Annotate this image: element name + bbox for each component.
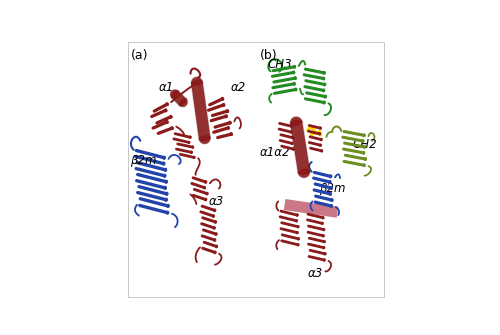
Ellipse shape (200, 136, 210, 140)
Text: β2m: β2m (320, 182, 346, 195)
Text: α2: α2 (230, 81, 246, 94)
Text: (b): (b) (260, 49, 278, 62)
Text: CH3: CH3 (268, 58, 292, 71)
Text: α3: α3 (208, 195, 224, 208)
Text: α1: α1 (158, 81, 174, 94)
Ellipse shape (180, 98, 186, 106)
Text: CH2: CH2 (353, 138, 378, 151)
Ellipse shape (172, 91, 178, 98)
Ellipse shape (298, 169, 310, 174)
Text: β2m: β2m (130, 154, 157, 166)
Text: α1α2: α1α2 (260, 146, 290, 159)
Ellipse shape (290, 120, 302, 125)
Text: (a): (a) (131, 49, 148, 62)
Text: α3: α3 (308, 267, 323, 280)
Ellipse shape (192, 80, 202, 85)
